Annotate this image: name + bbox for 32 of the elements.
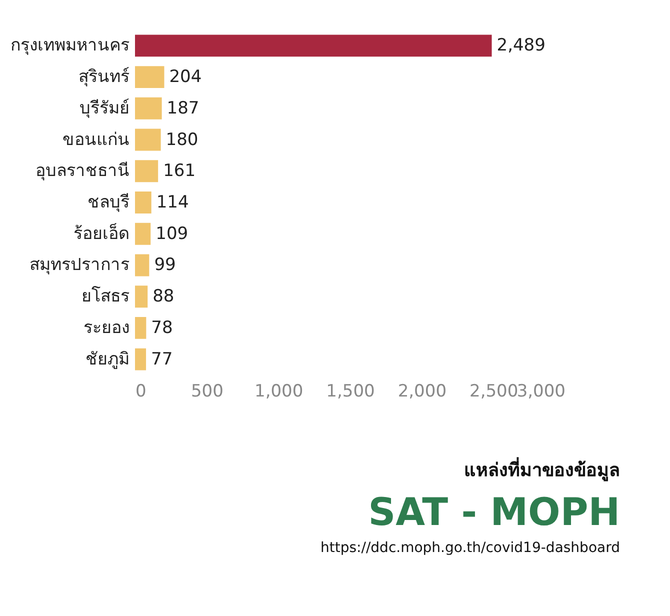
data-label: 180 xyxy=(166,130,198,150)
text: https://ddc.moph.go.th/covid19-dashboard xyxy=(320,540,620,556)
data-label: 114 xyxy=(156,192,189,212)
y-tick-label: ระยอง xyxy=(84,318,130,338)
data-label: 204 xyxy=(169,67,202,88)
data-label: 88 xyxy=(152,286,174,307)
x-tick-label: 1,000 xyxy=(254,382,304,402)
x-tick-label: 1,500 xyxy=(326,382,375,402)
y-tick-label: ร้อยเอ็ด xyxy=(74,222,130,244)
data-label: 77 xyxy=(151,349,173,370)
y-tick-label: ชัยภูมิ xyxy=(86,349,130,370)
data-label: 78 xyxy=(151,318,173,338)
y-tick-label: สุรินทร์ xyxy=(78,67,130,88)
data-label: 2,489 xyxy=(496,36,546,56)
data-label: 187 xyxy=(166,98,200,118)
y-tick-label: สมุทรปราการ xyxy=(30,255,130,276)
x-tick-label: 3,000 xyxy=(516,382,566,402)
y-tick-label: กรุงเทพมหานคร xyxy=(10,36,130,56)
x-tick-label: 2,000 xyxy=(398,382,447,402)
data-label: 109 xyxy=(156,224,188,244)
y-tick-label: บุรีรัมย์ xyxy=(80,98,130,118)
data-label: 99 xyxy=(154,255,176,276)
x-tick-label: 500 xyxy=(190,382,224,402)
text: แหล่งที่มาของข้อมูล xyxy=(463,456,620,484)
text: SAT - MOPH xyxy=(367,490,620,534)
y-tick-label: อุบลราชธานี xyxy=(36,161,130,182)
data-label: 161 xyxy=(163,161,196,182)
y-tick-label: ยโสธร xyxy=(82,286,130,307)
x-tick-label: 2,500 xyxy=(469,382,518,402)
x-tick-label: 0 xyxy=(136,382,146,402)
y-tick-label: ขอนแก่น xyxy=(62,130,130,150)
y-tick-label: ชลบุรี xyxy=(88,192,130,212)
